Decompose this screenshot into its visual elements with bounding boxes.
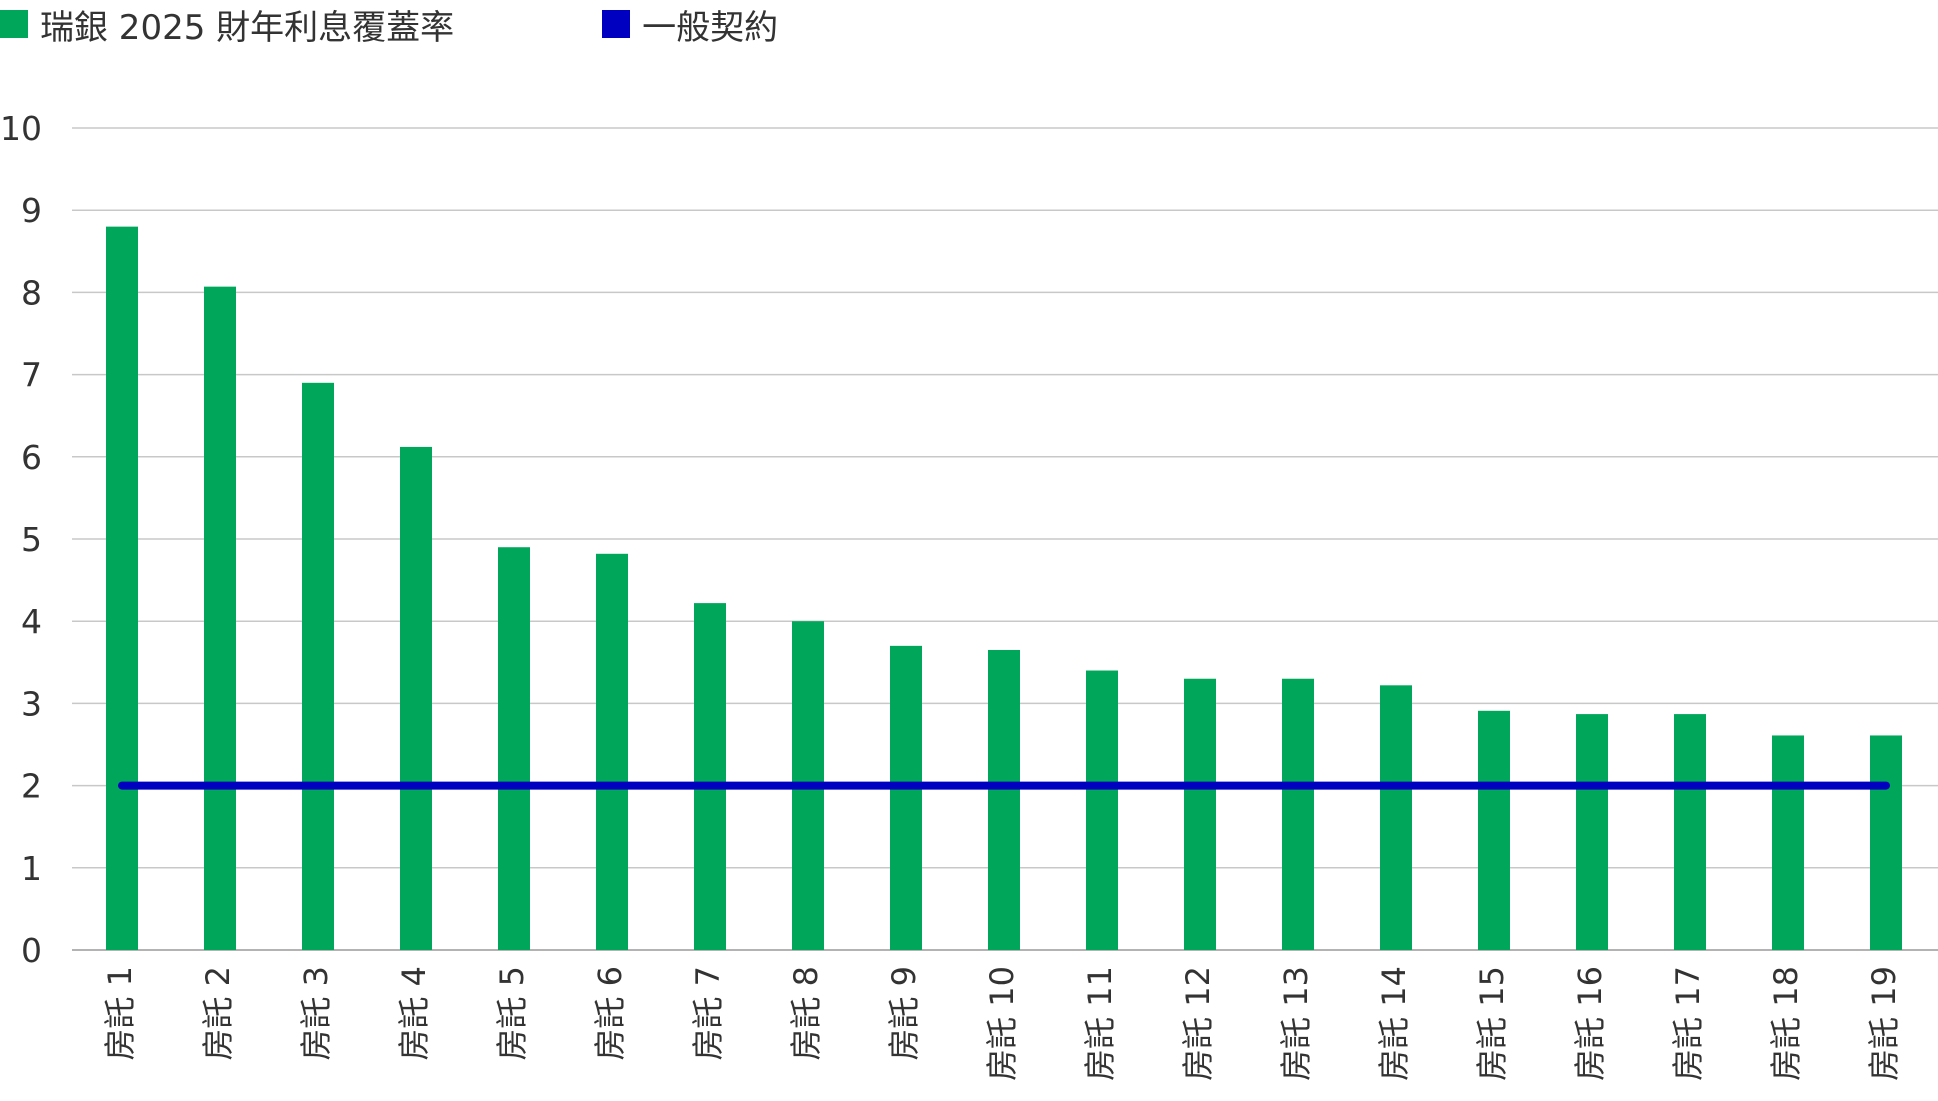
x-tick-label: 房託 7 (689, 966, 727, 1061)
x-tick-label: 房託 3 (297, 966, 335, 1061)
x-tick-label: 房託 15 (1473, 966, 1511, 1081)
y-tick-label: 5 (21, 520, 42, 559)
bar (596, 553, 628, 950)
bar (890, 645, 922, 950)
y-tick-label: 1 (21, 849, 42, 888)
legend-label-interest-coverage: 瑞銀 2025 財年利息覆蓋率 (40, 7, 455, 48)
bar (1478, 710, 1510, 950)
x-tick-label: 房託 10 (983, 966, 1021, 1081)
bar (302, 382, 334, 950)
x-tick-label: 房託 14 (1375, 966, 1413, 1081)
y-tick-label: 2 (21, 767, 42, 806)
x-tick-label: 房託 13 (1277, 966, 1315, 1081)
bar (1870, 735, 1902, 950)
y-tick-label: 7 (21, 356, 42, 395)
bar (1086, 670, 1118, 950)
x-tick-label: 房託 1 (101, 966, 139, 1061)
x-tick-label: 房託 16 (1571, 966, 1609, 1081)
legend-item-covenant: 一般契約 (602, 0, 778, 49)
y-tick-label: 8 (21, 273, 42, 312)
y-tick-label: 0 (21, 931, 42, 970)
x-tick-label: 房託 12 (1179, 966, 1217, 1081)
y-tick-label: 4 (21, 602, 42, 641)
legend-item-interest-coverage: 瑞銀 2025 財年利息覆蓋率 (0, 0, 454, 49)
x-tick-label: 房託 17 (1669, 966, 1707, 1081)
y-tick-label: 10 (0, 109, 42, 148)
legend-swatch-green (0, 10, 28, 38)
x-tick-label: 房託 2 (199, 966, 237, 1061)
x-tick-label: 房託 4 (395, 966, 433, 1061)
bar (400, 446, 432, 950)
bar (498, 547, 530, 950)
bar (694, 603, 726, 950)
bar (988, 649, 1020, 950)
x-tick-label: 房託 11 (1081, 966, 1119, 1081)
bar (1674, 714, 1706, 950)
bar (1282, 678, 1314, 950)
legend-label-covenant: 一般契約 (642, 7, 779, 48)
bar (204, 286, 236, 950)
y-tick-label: 6 (21, 438, 42, 477)
bar (1576, 714, 1608, 950)
bar (106, 226, 138, 950)
x-tick-label: 房託 9 (885, 966, 923, 1061)
bar (1772, 735, 1804, 950)
x-tick-label: 房託 18 (1767, 966, 1805, 1081)
x-tick-label: 房託 8 (787, 966, 825, 1061)
chart-legend: 瑞銀 2025 財年利息覆蓋率 一般契約 (0, 0, 926, 49)
y-tick-label: 9 (21, 191, 42, 230)
legend-swatch-blue (602, 10, 631, 38)
x-tick-label: 房託 5 (493, 966, 531, 1061)
bar (1184, 678, 1216, 950)
x-tick-label: 房託 19 (1865, 966, 1903, 1081)
x-tick-label: 房託 6 (591, 966, 629, 1061)
y-tick-label: 3 (21, 684, 42, 723)
bar (1380, 685, 1412, 950)
